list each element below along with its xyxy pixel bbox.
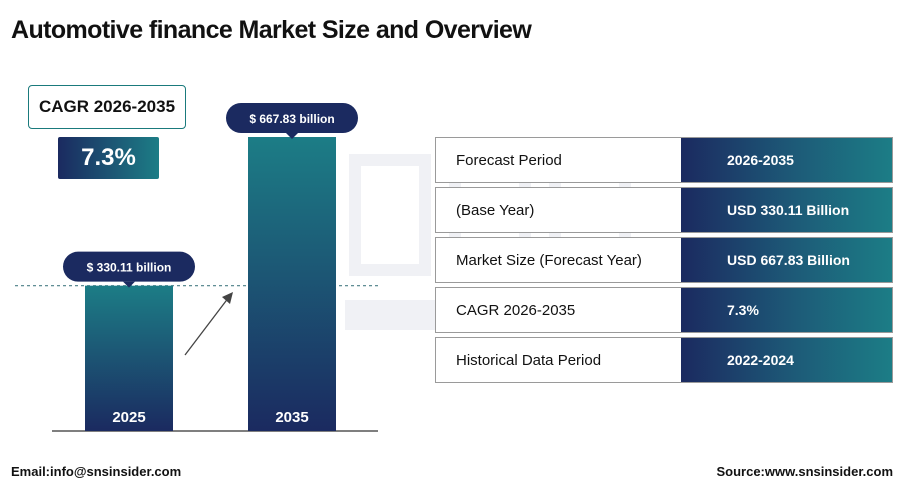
info-row-value: 2026-2035 [681,138,892,182]
market-size-bar-chart: 2025 $ 330.11 billion 2035 $ 667.83 billion [15,103,380,432]
info-row-label: Historical Data Period [436,338,681,382]
trend-arrow-icon [184,296,230,356]
info-row-label: Forecast Period [436,138,681,182]
info-row: Forecast Period 2026-2035 [435,137,893,183]
info-row: Market Size (Forecast Year) USD 667.83 Bi… [435,237,893,283]
value-pill-pointer [286,133,298,139]
value-pill-text: $ 667.83 billion [249,112,334,126]
info-row-value: 2022-2024 [681,338,892,382]
info-row-label: CAGR 2026-2035 [436,288,681,332]
cagr-label: CAGR 2026-2035 [28,85,186,129]
info-row: CAGR 2026-2035 7.3% [435,287,893,333]
value-pill [63,251,195,282]
info-row-label: (Base Year) [436,188,681,232]
trend-arrow-head-icon [222,292,233,304]
info-row: (Base Year) USD 330.11 Billion [435,187,893,233]
value-pill-pointer [123,281,135,288]
bar-category-label: 2025 [112,409,145,426]
bar-2025 [85,285,173,431]
info-row-label: Market Size (Forecast Year) [436,238,681,282]
footer-source: Source:www.snsinsider.com [716,464,893,479]
value-pill [226,103,358,133]
cagr-value: 7.3% [58,137,159,179]
info-row-value: USD 667.83 Billion [681,238,892,282]
page-title: Automotive finance Market Size and Overv… [11,16,532,44]
value-pill-text: $ 330.11 billion [87,261,172,275]
footer-email: Email:info@snsinsider.com [11,464,182,479]
bar-2035 [248,137,336,431]
bar-value-label: $ 667.83 billion [226,103,358,139]
info-row-value: USD 330.11 Billion [681,188,892,232]
bar-category-label: 2035 [275,409,308,426]
info-row-value: 7.3% [681,288,892,332]
info-row: Historical Data Period 2022-2024 [435,337,893,383]
bar-value-label: $ 330.11 billion [63,251,195,288]
